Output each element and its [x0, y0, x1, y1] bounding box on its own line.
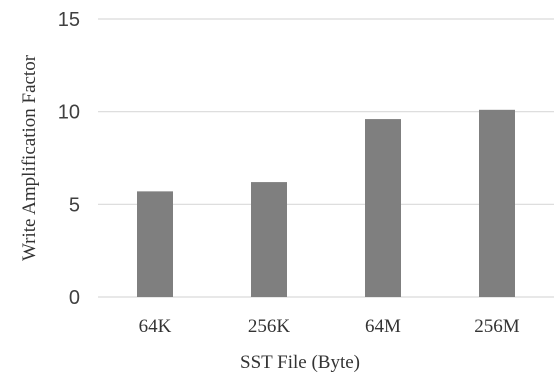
bar-256M — [479, 109, 515, 298]
y-tick-label: 15 — [58, 9, 80, 31]
x-tick-labels: 64K 256K 64M 256M — [139, 316, 520, 337]
bar-256K — [251, 182, 287, 297]
bars — [137, 109, 515, 298]
y-tick-label: 5 — [69, 194, 80, 216]
x-tick-label: 64K — [139, 316, 172, 337]
y-axis-title: Write Amplification Factor — [19, 54, 40, 261]
x-tick-label: 256M — [474, 316, 520, 337]
y-tick-label: 10 — [58, 102, 80, 124]
bar-64K — [137, 191, 173, 297]
x-axis-title: SST File (Byte) — [240, 352, 360, 373]
y-tick-label: 0 — [69, 287, 80, 309]
bar-64M — [365, 119, 401, 297]
x-tick-label: 64M — [365, 316, 401, 337]
y-tick-labels: 0 5 10 15 — [58, 9, 80, 309]
gridlines — [98, 18, 554, 298]
x-tick-label: 256K — [248, 316, 291, 337]
